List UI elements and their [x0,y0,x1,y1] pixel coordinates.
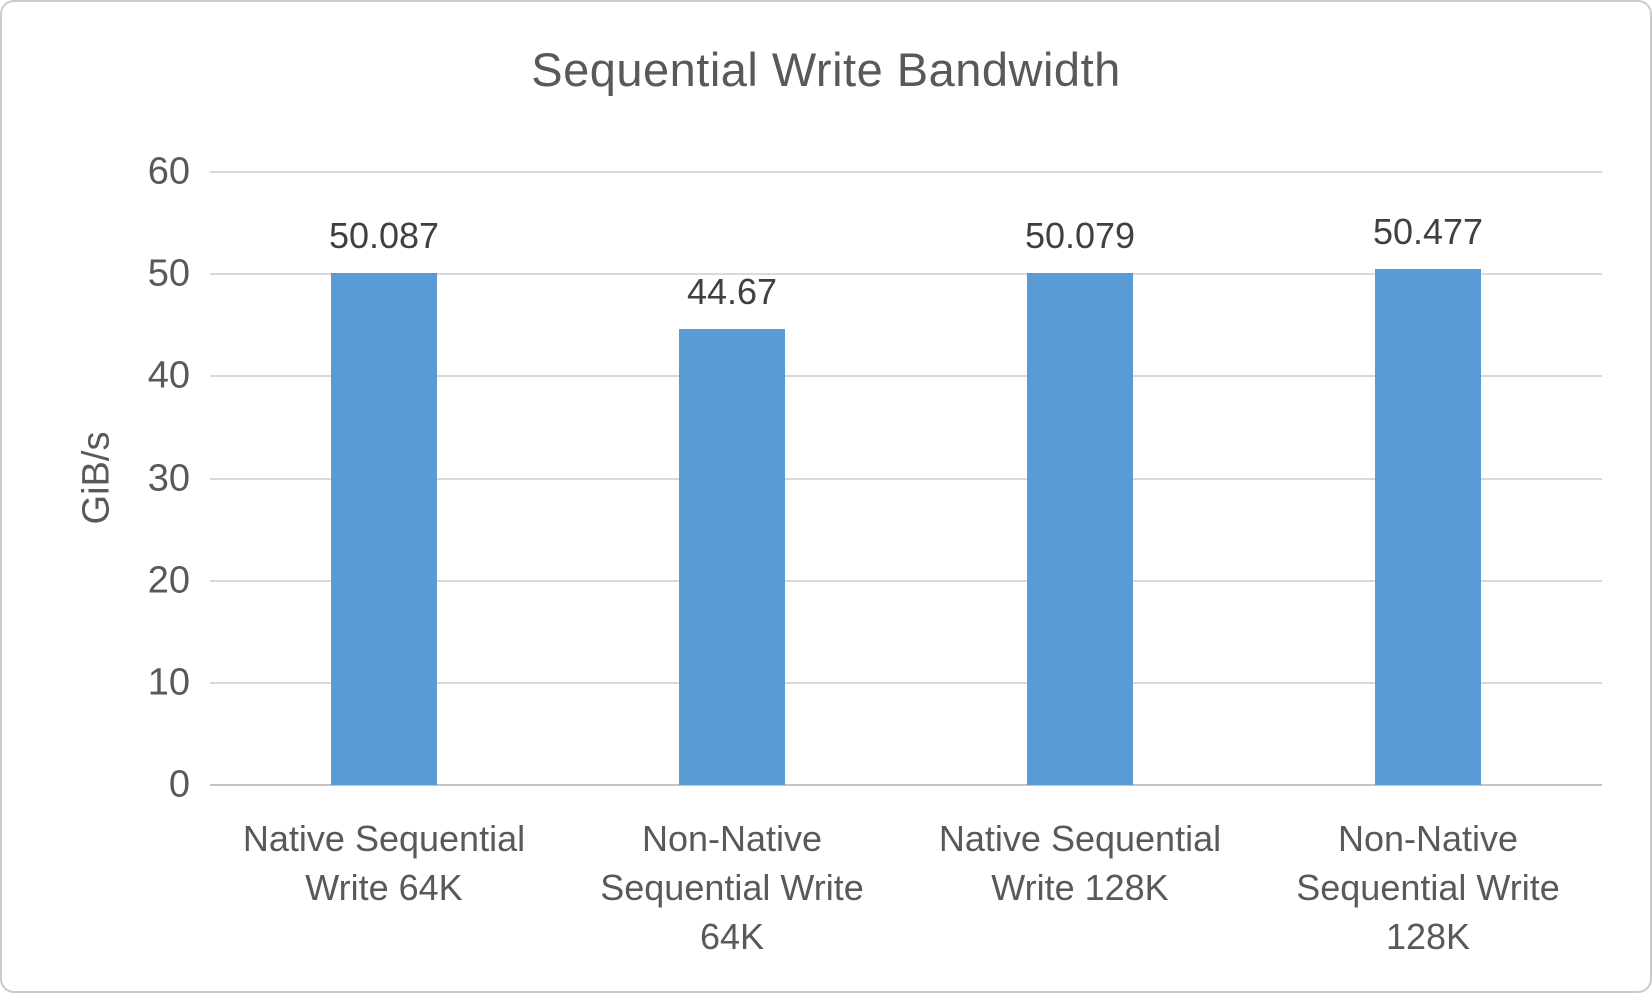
gridline [210,579,1602,582]
category-label: Non-Native Sequential Write 64K [564,814,900,961]
category-label-line: Non-Native [1337,818,1519,859]
y-axis-labels: 0 10 20 30 40 50 60 [2,151,190,806]
ytick-label: 20 [147,559,190,602]
category-label-line: Native Sequential [938,818,1222,859]
ytick-label: 40 [147,354,190,397]
category-label-line: Write 64K [305,867,463,908]
gridline [210,273,1602,276]
bar-value-label: 50.079 [1024,215,1136,257]
chart-title: Sequential Write Bandwidth [531,43,1121,96]
category-label-line: 64K [699,916,765,957]
gridline [210,375,1602,378]
x-axis-labels: Native Sequential Write 64K Non-Native Sequ… [210,814,1602,984]
ytick-label: 60 [147,150,190,193]
bar [1027,273,1133,785]
plot-area: 50.087 44.67 50.079 50.477 [210,171,1602,786]
category-label-line: 128K [1385,916,1471,957]
category-label-line: Sequential Write [1296,867,1560,908]
category-label: Native Sequential Write 64K [216,814,552,912]
x-axis-line [210,784,1602,786]
bar [1375,269,1481,785]
category-label: Non-Native Sequential Write 128K [1260,814,1596,961]
bar-value-label: 44.67 [686,270,778,312]
gridline [210,681,1602,684]
gridline [210,477,1602,480]
ytick-label: 10 [147,661,190,704]
bar-value-label: 50.087 [328,215,440,257]
category-label-line: Native Sequential [242,818,526,859]
bar [331,273,437,785]
ytick-label: 50 [147,252,190,295]
category-label-line: Write 128K [991,867,1169,908]
bar-value-label: 50.477 [1372,211,1484,253]
gridline [210,171,1602,173]
category-label-line: Non-Native [641,818,823,859]
category-label: Native Sequential Write 128K [912,814,1248,912]
category-label-line: Sequential Write [600,867,864,908]
bar [679,328,785,785]
ytick-label: 0 [168,763,190,806]
ytick-label: 30 [147,457,190,499]
